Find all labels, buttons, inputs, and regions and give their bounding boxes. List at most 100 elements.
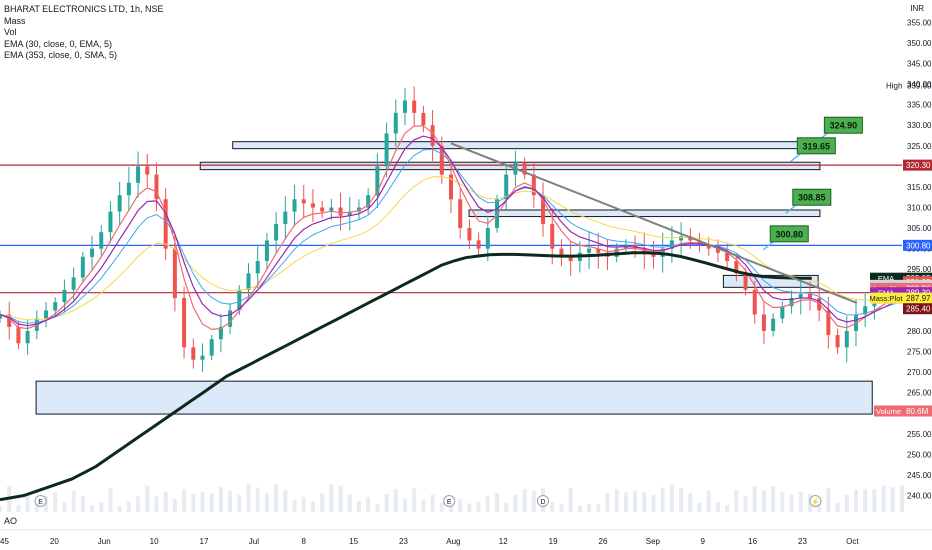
- candle-body: [449, 174, 453, 200]
- volume-bar: [872, 489, 877, 512]
- candle-body: [531, 174, 536, 196]
- volume-label-value: 80.6M: [906, 407, 929, 416]
- volume-bar: [90, 505, 95, 512]
- candle-body: [237, 289, 242, 311]
- legend-ema-30[interactable]: EMA (30, close, 0, EMA, 5): [4, 38, 113, 49]
- volume-bar: [356, 500, 361, 512]
- event-markers[interactable]: E E D ⚡: [34, 495, 822, 507]
- volume-bar: [679, 488, 684, 512]
- volume-bar: [789, 494, 794, 512]
- zone-box[interactable]: [232, 141, 821, 150]
- volume-bar: [283, 490, 288, 512]
- candle-body: [255, 261, 260, 274]
- volume-bar: [835, 502, 840, 512]
- volume-bar: [531, 490, 536, 512]
- candle-body: [320, 207, 325, 212]
- event-label: D: [540, 499, 545, 506]
- trendline[interactable]: [450, 142, 858, 304]
- volume-bar: [154, 496, 159, 512]
- callout-label: 324.90: [830, 121, 858, 131]
- volume-bar: [504, 503, 509, 512]
- volume-bar: [568, 488, 573, 512]
- volume-bar: [513, 494, 518, 512]
- callout-box[interactable]: [823, 116, 863, 134]
- candle-body: [734, 261, 739, 274]
- legend-vol[interactable]: Vol: [4, 27, 17, 37]
- volume-bar: [651, 495, 656, 512]
- y-tick-label: 330.00: [907, 121, 932, 130]
- volume-bar: [25, 493, 30, 512]
- candle-body: [274, 223, 279, 241]
- event-marker[interactable]: [809, 495, 822, 507]
- x-tick-label: 16: [748, 537, 757, 546]
- volume-bar: [347, 494, 352, 512]
- volume-bar: [53, 492, 58, 512]
- legend-title[interactable]: BHARAT ELECTRONICS LTD, 1h, NSE: [4, 4, 164, 14]
- callout-box[interactable]: [792, 188, 832, 206]
- volume-bar: [0, 506, 2, 512]
- zone-box[interactable]: [468, 209, 821, 218]
- y-tick-label: 295.00: [907, 265, 932, 274]
- event-marker[interactable]: [34, 495, 47, 507]
- x-tick-label: 15: [349, 537, 358, 546]
- callout-box[interactable]: [769, 225, 809, 243]
- volume-bar: [458, 499, 463, 512]
- moving-averages: [0, 125, 903, 502]
- axis-label-bg: [903, 292, 932, 304]
- candles: [0, 86, 904, 372]
- volume-bar: [614, 489, 619, 512]
- time-axis[interactable]: 45 20 Jun 10 17 Jul 8 15 23 Aug 12 19 26 Sep 9 16 23 Oct: [0, 529, 932, 546]
- candle-body: [421, 112, 426, 126]
- mass-plot-line-yellow: [0, 176, 903, 321]
- callout-label: 308.85: [798, 193, 826, 203]
- candle-body: [246, 273, 251, 290]
- x-tick-label: Aug: [446, 537, 460, 546]
- y-tick-label: 345.00: [907, 59, 932, 68]
- candle-body: [780, 306, 785, 319]
- candle-body: [743, 273, 748, 290]
- callouts[interactable]: 324.90 319.65 308.85 300.80: [762, 116, 863, 251]
- volume-bar: [633, 491, 638, 512]
- event-marker[interactable]: [537, 495, 550, 507]
- candle-body: [697, 240, 702, 245]
- volume-bar: [826, 488, 831, 512]
- axis-label-value: 300.80: [906, 241, 931, 250]
- volume-bar: [264, 493, 269, 512]
- legend-mass[interactable]: Mass: [4, 15, 26, 26]
- volume-bar: [449, 503, 453, 512]
- volume-bar: [605, 492, 610, 512]
- volume-bar: [817, 504, 822, 512]
- ema-353-line: [0, 251, 812, 502]
- callout-box[interactable]: [796, 137, 836, 155]
- volume-bar: [798, 491, 803, 512]
- volume-bar: [844, 494, 849, 512]
- volume-bar: [366, 497, 371, 512]
- zone-box[interactable]: [722, 274, 819, 288]
- event-marker[interactable]: [443, 495, 456, 507]
- candle-body: [789, 298, 794, 307]
- candle-body: [25, 330, 30, 344]
- candle-body: [0, 314, 2, 319]
- volume-bar: [126, 501, 131, 512]
- candle-body: [522, 162, 527, 175]
- x-tick-label: 26: [599, 537, 608, 546]
- axis-label-prefix: EMA: [878, 274, 894, 283]
- zone-box[interactable]: [35, 380, 873, 415]
- volume-bar: [706, 490, 711, 512]
- candle-body: [412, 100, 417, 113]
- candle-body: [16, 326, 21, 344]
- volume-bar: [71, 491, 76, 512]
- volume-bar: [623, 492, 628, 512]
- candle-body: [504, 174, 509, 200]
- trendline[interactable]: [450, 142, 858, 304]
- legend-ema-353[interactable]: EMA (353, close, 0, SMA, 5): [4, 50, 118, 60]
- candle-body: [642, 248, 647, 253]
- candle-body: [393, 112, 398, 134]
- candle-body: [550, 223, 555, 249]
- volume-bar: [191, 493, 196, 512]
- candle-body: [44, 310, 49, 319]
- candle-body: [485, 228, 490, 249]
- axis-label-value: 287.97: [906, 294, 931, 303]
- x-tick-label: 23: [798, 537, 807, 546]
